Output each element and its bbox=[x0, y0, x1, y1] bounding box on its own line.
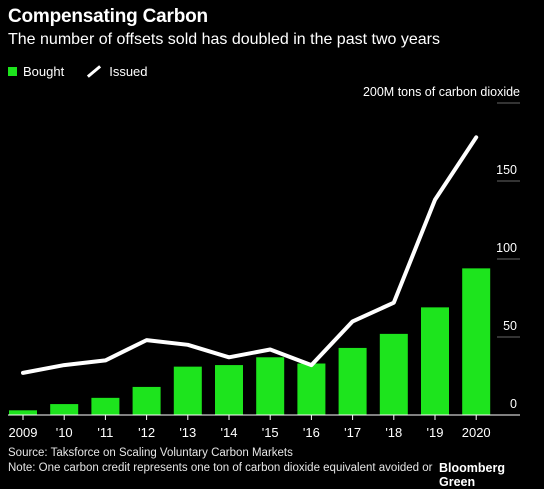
bar-bought bbox=[462, 268, 491, 415]
bar-bought bbox=[297, 363, 326, 415]
x-tick-label: '15 bbox=[262, 425, 279, 440]
x-tick-label: '13 bbox=[179, 425, 196, 440]
x-tick-label: 2009 bbox=[9, 425, 38, 440]
bought-swatch-icon bbox=[8, 67, 17, 76]
legend-item-bought: Bought bbox=[8, 64, 64, 79]
y-tick-label: 100 bbox=[496, 241, 517, 255]
legend: Bought Issued bbox=[8, 64, 170, 79]
footnote: Note: One carbon credit represents one t… bbox=[8, 462, 433, 474]
x-tick-label: '16 bbox=[303, 425, 320, 440]
legend-item-issued: Issued bbox=[86, 64, 148, 79]
bar-bought bbox=[173, 366, 202, 415]
bar-bought bbox=[50, 404, 79, 415]
y-tick-label: 150 bbox=[496, 163, 517, 177]
x-tick-label: '12 bbox=[138, 425, 155, 440]
brand-logo: Bloomberg Green bbox=[436, 461, 544, 489]
bar-bought bbox=[421, 307, 449, 415]
chart-title: Compensating Carbon bbox=[8, 6, 208, 27]
x-tick-label: '11 bbox=[97, 425, 113, 440]
x-tick-label: '18 bbox=[385, 425, 402, 440]
bar-bought bbox=[91, 397, 120, 415]
x-tick-label: '17 bbox=[344, 425, 361, 440]
bar-bought bbox=[9, 410, 37, 415]
x-tick-label: 2020 bbox=[462, 425, 491, 440]
bar-bought bbox=[132, 386, 161, 415]
chart-subtitle: The number of offsets sold has doubled i… bbox=[8, 31, 440, 48]
line-issued bbox=[21, 135, 479, 375]
bar-bought bbox=[379, 333, 408, 415]
source-note: Source: Taksforce on Scaling Voluntary C… bbox=[8, 447, 293, 459]
legend-label-bought: Bought bbox=[23, 64, 65, 79]
bar-bought bbox=[256, 357, 285, 415]
legend-label-issued: Issued bbox=[109, 64, 148, 79]
x-tick-label: '19 bbox=[427, 425, 444, 440]
bar-bought bbox=[215, 365, 243, 415]
x-tick-label: '14 bbox=[221, 425, 238, 440]
x-tick-label: '10 bbox=[56, 425, 73, 440]
bar-bought bbox=[338, 347, 367, 415]
y-tick-label: 50 bbox=[503, 319, 517, 333]
y-tick-label: 0 bbox=[510, 397, 517, 411]
y-axis-label: 200M tons of carbon dioxide bbox=[363, 85, 520, 99]
